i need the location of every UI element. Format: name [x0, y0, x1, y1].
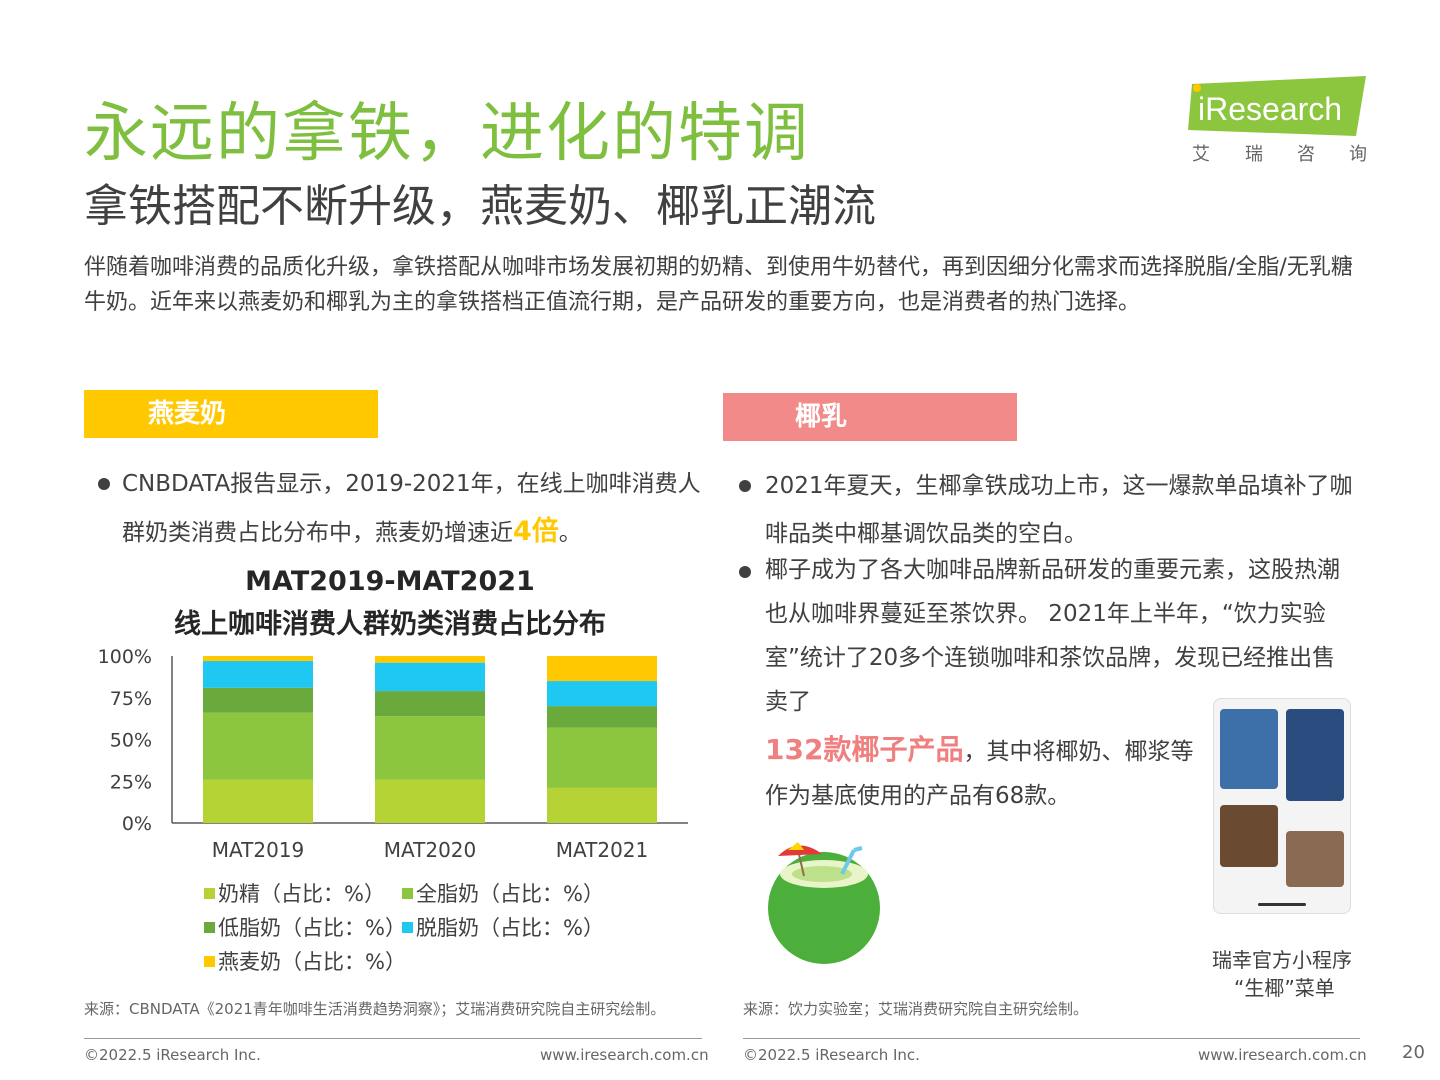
footer-copyright: ©2022.5 iResearch Inc.	[743, 1046, 920, 1064]
legend-oat: 燕麦奶（占比：%）	[204, 946, 406, 976]
oat-bullet: CNBDATA报告显示，2019-2021年，在线上咖啡消费人群奶类消费占比分布…	[122, 460, 702, 557]
screenshot-caption-1: 瑞幸官方小程序	[1212, 948, 1352, 972]
logo-char-1: 艾	[1192, 144, 1210, 165]
bar-segment	[203, 712, 313, 780]
bar-segment	[547, 706, 657, 728]
coco-bullet-2: 椰子成为了各大咖啡品牌新品研发的重要元素，这股热潮也从咖啡界蔓延至茶饮界。 20…	[765, 557, 1340, 715]
coco-bullet-1: 2021年夏天，生椰拿铁成功上市，这一爆款单品填补了咖啡品类中椰基调饮品类的空白…	[765, 473, 1353, 547]
screenshot-caption-2: “生椰”菜单	[1234, 976, 1335, 1000]
y-tick-label: 50%	[110, 730, 152, 752]
footer-divider-right	[743, 1038, 1360, 1039]
oat-bullet-text: CNBDATA报告显示，2019-2021年，在线上咖啡消费人群奶类消费占比分布…	[122, 471, 701, 546]
coco-products-highlight: 132款椰子产品	[765, 733, 964, 766]
bar-segment	[375, 779, 485, 823]
bar-segment	[375, 662, 485, 692]
svg-text:iResearch: iResearch	[1198, 91, 1342, 127]
y-tick-label: 25%	[110, 771, 152, 793]
y-tick-label: 100%	[98, 646, 152, 668]
logo-graphic: iResearch	[1188, 76, 1366, 136]
footer-divider-left	[84, 1038, 702, 1039]
bar-segment	[375, 691, 485, 717]
coconut-illustration	[768, 842, 880, 964]
menu-image-1	[1220, 709, 1278, 789]
footer-copyright: ©2022.5 iResearch Inc.	[84, 1046, 261, 1064]
page-title: 永远的拿铁，进化的特调	[84, 97, 810, 171]
footer-url: www.iresearch.com.cn	[1198, 1046, 1367, 1064]
legend-swatch-lowfat	[204, 921, 215, 933]
menu-image-2	[1286, 709, 1344, 801]
page-number: 20	[1402, 1042, 1425, 1063]
intro-paragraph: 伴随着咖啡消费的品质化升级，拿铁搭配从咖啡市场发展初期的奶精、到使用牛奶替代，再…	[84, 255, 1353, 315]
bar-segment	[375, 716, 485, 780]
bar-segment	[547, 787, 657, 823]
bar-segment	[375, 656, 485, 663]
bullet-dot	[739, 566, 751, 578]
bar-segment	[203, 779, 313, 823]
bar-segment	[203, 687, 313, 713]
chart-title-line1: MAT2019-MAT2021	[245, 566, 535, 597]
legend-cream: 奶精（占比：%）	[204, 878, 385, 908]
x-tick-label: MAT2019	[212, 838, 305, 862]
coco-bullet-2-post: ，其中将椰奶、椰浆等作为基底使用的产品有68款。	[765, 739, 1194, 809]
bar-segment	[547, 681, 657, 707]
bar-segment	[203, 661, 313, 688]
iresearch-logo: iResearch	[1188, 76, 1368, 166]
legend-lowfat: 低脂奶（占比：%）	[204, 912, 406, 942]
home-indicator	[1258, 903, 1306, 906]
coco-bullet-2-cont: 132款椰子产品，其中将椰奶、椰浆等作为基底使用的产品有68款。	[765, 728, 1205, 818]
y-tick-label: 75%	[110, 688, 152, 710]
page-subtitle: 拿铁搭配不断升级，燕麦奶、椰乳正潮流	[84, 181, 876, 232]
footer-url: www.iresearch.com.cn	[540, 1046, 709, 1064]
bar-segment	[547, 656, 657, 682]
bullet-dot	[739, 480, 751, 492]
oat-growth-highlight: 4倍	[513, 516, 559, 547]
left-source: 来源：CBNDATA《2021青年咖啡生活消费趋势洞察》；艾瑞消费研究院自主研究…	[84, 1000, 666, 1018]
legend-swatch-whole	[402, 887, 413, 899]
stacked-bar-chart: 0% 25% 50% 75% 100% MAT2019 MAT2020 MAT2021	[98, 646, 688, 862]
menu-image-4	[1286, 831, 1344, 887]
logo-char-4: 询	[1349, 144, 1367, 165]
menu-image-3	[1220, 805, 1278, 867]
legend-swatch-cream	[204, 887, 215, 899]
x-tick-label: MAT2020	[384, 838, 477, 862]
x-tick-label: MAT2021	[556, 838, 649, 862]
bullet-dot	[98, 478, 110, 490]
legend-swatch-oat	[204, 955, 215, 967]
legend-skim: 脱脂奶（占比：%）	[402, 912, 604, 942]
legend-swatch-skim	[402, 921, 413, 933]
y-tick-label: 0%	[122, 813, 152, 835]
oat-milk-tag: 燕麦奶	[84, 390, 378, 438]
logo-char-2: 瑞	[1245, 144, 1263, 165]
oat-bullet-end: 。	[558, 520, 582, 546]
chart-title-line2: 线上咖啡消费人群奶类消费占比分布	[174, 609, 606, 640]
coconut-milk-tag: 椰乳	[723, 393, 1017, 441]
right-source: 来源：饮力实验室；艾瑞消费研究院自主研究绘制。	[743, 1000, 1089, 1018]
bar-segment	[547, 727, 657, 788]
bar-segment	[203, 656, 313, 662]
logo-char-3: 咨	[1297, 144, 1315, 165]
luckin-menu-screenshot	[1213, 698, 1351, 914]
legend-whole: 全脂奶（占比：%）	[402, 878, 604, 908]
